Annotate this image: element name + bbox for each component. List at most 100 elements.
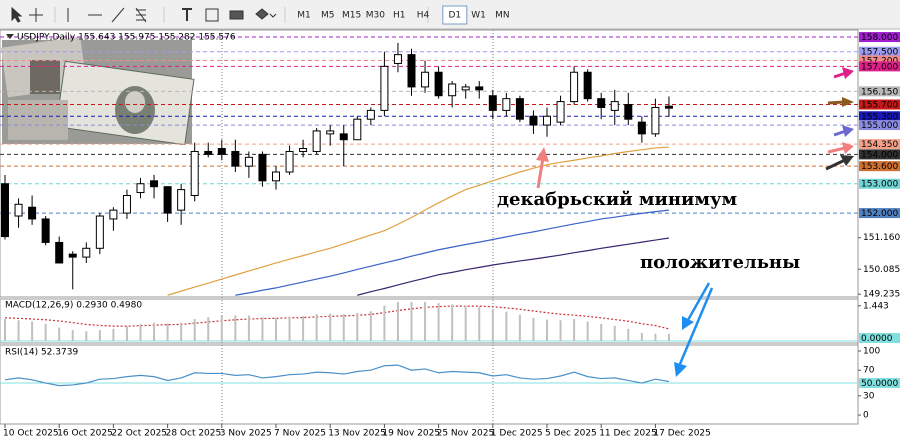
macd-bar bbox=[342, 314, 345, 342]
macd-bar bbox=[180, 322, 183, 342]
macd-bar bbox=[234, 315, 237, 342]
level-label-bg bbox=[859, 208, 900, 219]
candle-body bbox=[651, 106, 660, 135]
level-label-bg bbox=[859, 120, 900, 131]
cursor-tool[interactable] bbox=[11, 6, 23, 23]
macd-bar bbox=[288, 316, 291, 342]
level-label: 155.700 bbox=[861, 101, 898, 111]
x-tick-label: 25 Nov 2025 bbox=[437, 429, 495, 439]
candle-body bbox=[217, 148, 226, 155]
macd-bar bbox=[98, 330, 101, 342]
moving-average bbox=[167, 146, 669, 296]
axes: 158.000157.500157.200157.000156.150155.7… bbox=[3, 32, 900, 439]
macd-bar bbox=[464, 305, 467, 342]
timeframe-button[interactable]: M15 bbox=[342, 11, 361, 21]
macd-bar bbox=[505, 311, 508, 342]
timeframe-button[interactable]: W1 bbox=[471, 11, 486, 21]
moving-average bbox=[235, 209, 670, 296]
timeframe-button[interactable]: D1 bbox=[448, 11, 461, 21]
level-label: 155.300 bbox=[861, 112, 898, 122]
level-label: 50.0000 bbox=[861, 379, 898, 389]
x-tick-label: 5 Dec 2025 bbox=[545, 429, 597, 439]
candle-body bbox=[543, 115, 551, 126]
candle-body bbox=[285, 150, 294, 173]
candle-body bbox=[529, 115, 538, 126]
macd-bar bbox=[424, 301, 427, 342]
crosshair-tool[interactable] bbox=[29, 8, 43, 22]
timeframe-button[interactable]: M5 bbox=[321, 11, 335, 21]
candle-body bbox=[150, 180, 159, 188]
macd-bar bbox=[491, 309, 494, 342]
candle-body bbox=[583, 71, 592, 100]
level-label: 155.000 bbox=[861, 121, 898, 131]
macd-bar bbox=[396, 301, 399, 342]
level-label-bg bbox=[859, 55, 900, 66]
level-label-bg bbox=[859, 378, 900, 389]
timeframe-button[interactable]: MN bbox=[495, 11, 510, 21]
rsi-panel bbox=[0, 344, 859, 425]
candle-body bbox=[407, 54, 416, 88]
macd-bar bbox=[58, 327, 61, 342]
x-tick-label: 7 Nov 2025 bbox=[274, 429, 326, 439]
symbol-icon bbox=[6, 34, 14, 39]
level-label-bg bbox=[859, 139, 900, 150]
macd-bar bbox=[275, 317, 277, 342]
x-tick-label: 13 Nov 2025 bbox=[328, 429, 386, 439]
macd-bar bbox=[139, 323, 142, 342]
candle-body bbox=[299, 148, 308, 152]
macd-bar bbox=[383, 305, 386, 342]
dropdown[interactable] bbox=[269, 13, 277, 18]
candle-body bbox=[109, 209, 118, 220]
candle-body bbox=[434, 71, 443, 97]
macd-bar bbox=[518, 314, 521, 342]
timeframe-button[interactable]: H1 bbox=[393, 11, 406, 21]
fibo-tool[interactable] bbox=[135, 7, 147, 23]
candle-body bbox=[448, 83, 457, 97]
candle-body bbox=[122, 194, 131, 214]
timeframe-button[interactable]: M1 bbox=[297, 11, 311, 21]
timeframe-button[interactable]: H4 bbox=[417, 11, 430, 21]
shapes-tool[interactable] bbox=[229, 10, 244, 20]
y-tick-label: 149.235 bbox=[863, 290, 900, 300]
candle-body bbox=[14, 203, 23, 217]
candle-body bbox=[177, 189, 186, 211]
chart-title: USDJPY,Daily 155.643 155.975 155.282 155… bbox=[17, 33, 236, 43]
macd-bar bbox=[207, 317, 210, 342]
level-label: 0.0000 bbox=[861, 334, 893, 344]
panel-title: MACD(12,26,9) 0.2930 0.4980 bbox=[5, 301, 142, 311]
x-tick-label: 17 Dec 2025 bbox=[653, 429, 711, 439]
x-tick-label: 1 Dec 2025 bbox=[491, 429, 543, 439]
macd-bar bbox=[31, 321, 34, 342]
level-label: 157.500 bbox=[861, 48, 898, 58]
macd-bar bbox=[451, 304, 454, 342]
level-label-bg bbox=[859, 161, 900, 172]
macd-bar bbox=[640, 332, 643, 342]
candle-body bbox=[339, 133, 348, 141]
x-tick-label: 11 Dec 2025 bbox=[599, 429, 657, 439]
macd-bar bbox=[220, 315, 223, 342]
macd-bar bbox=[17, 320, 20, 342]
y-tick-label: 70 bbox=[863, 366, 875, 376]
macd-bar bbox=[125, 326, 128, 342]
candle-body bbox=[272, 171, 280, 182]
candle-body bbox=[393, 54, 402, 64]
level-label: 153.000 bbox=[861, 180, 898, 190]
text-tool[interactable] bbox=[182, 8, 192, 21]
level-label-bg bbox=[859, 32, 900, 43]
macd-bar bbox=[654, 333, 657, 342]
label-tool[interactable] bbox=[205, 8, 219, 22]
timeframe-button[interactable]: M30 bbox=[366, 11, 385, 21]
candle-body bbox=[1, 183, 9, 238]
candle-body bbox=[637, 121, 646, 135]
arrows-tool[interactable] bbox=[255, 8, 269, 20]
candle-body bbox=[570, 71, 579, 103]
level-label: 153.600 bbox=[861, 162, 898, 172]
x-tick-label: 16 Oct 2025 bbox=[57, 429, 113, 439]
candle-body bbox=[664, 105, 673, 109]
background-image bbox=[0, 36, 195, 146]
pointer-arrows bbox=[825, 67, 854, 171]
trendline-tool[interactable] bbox=[111, 7, 125, 23]
candle-body bbox=[326, 130, 335, 135]
panel-title: RSI(14) 52.3739 bbox=[5, 348, 78, 358]
